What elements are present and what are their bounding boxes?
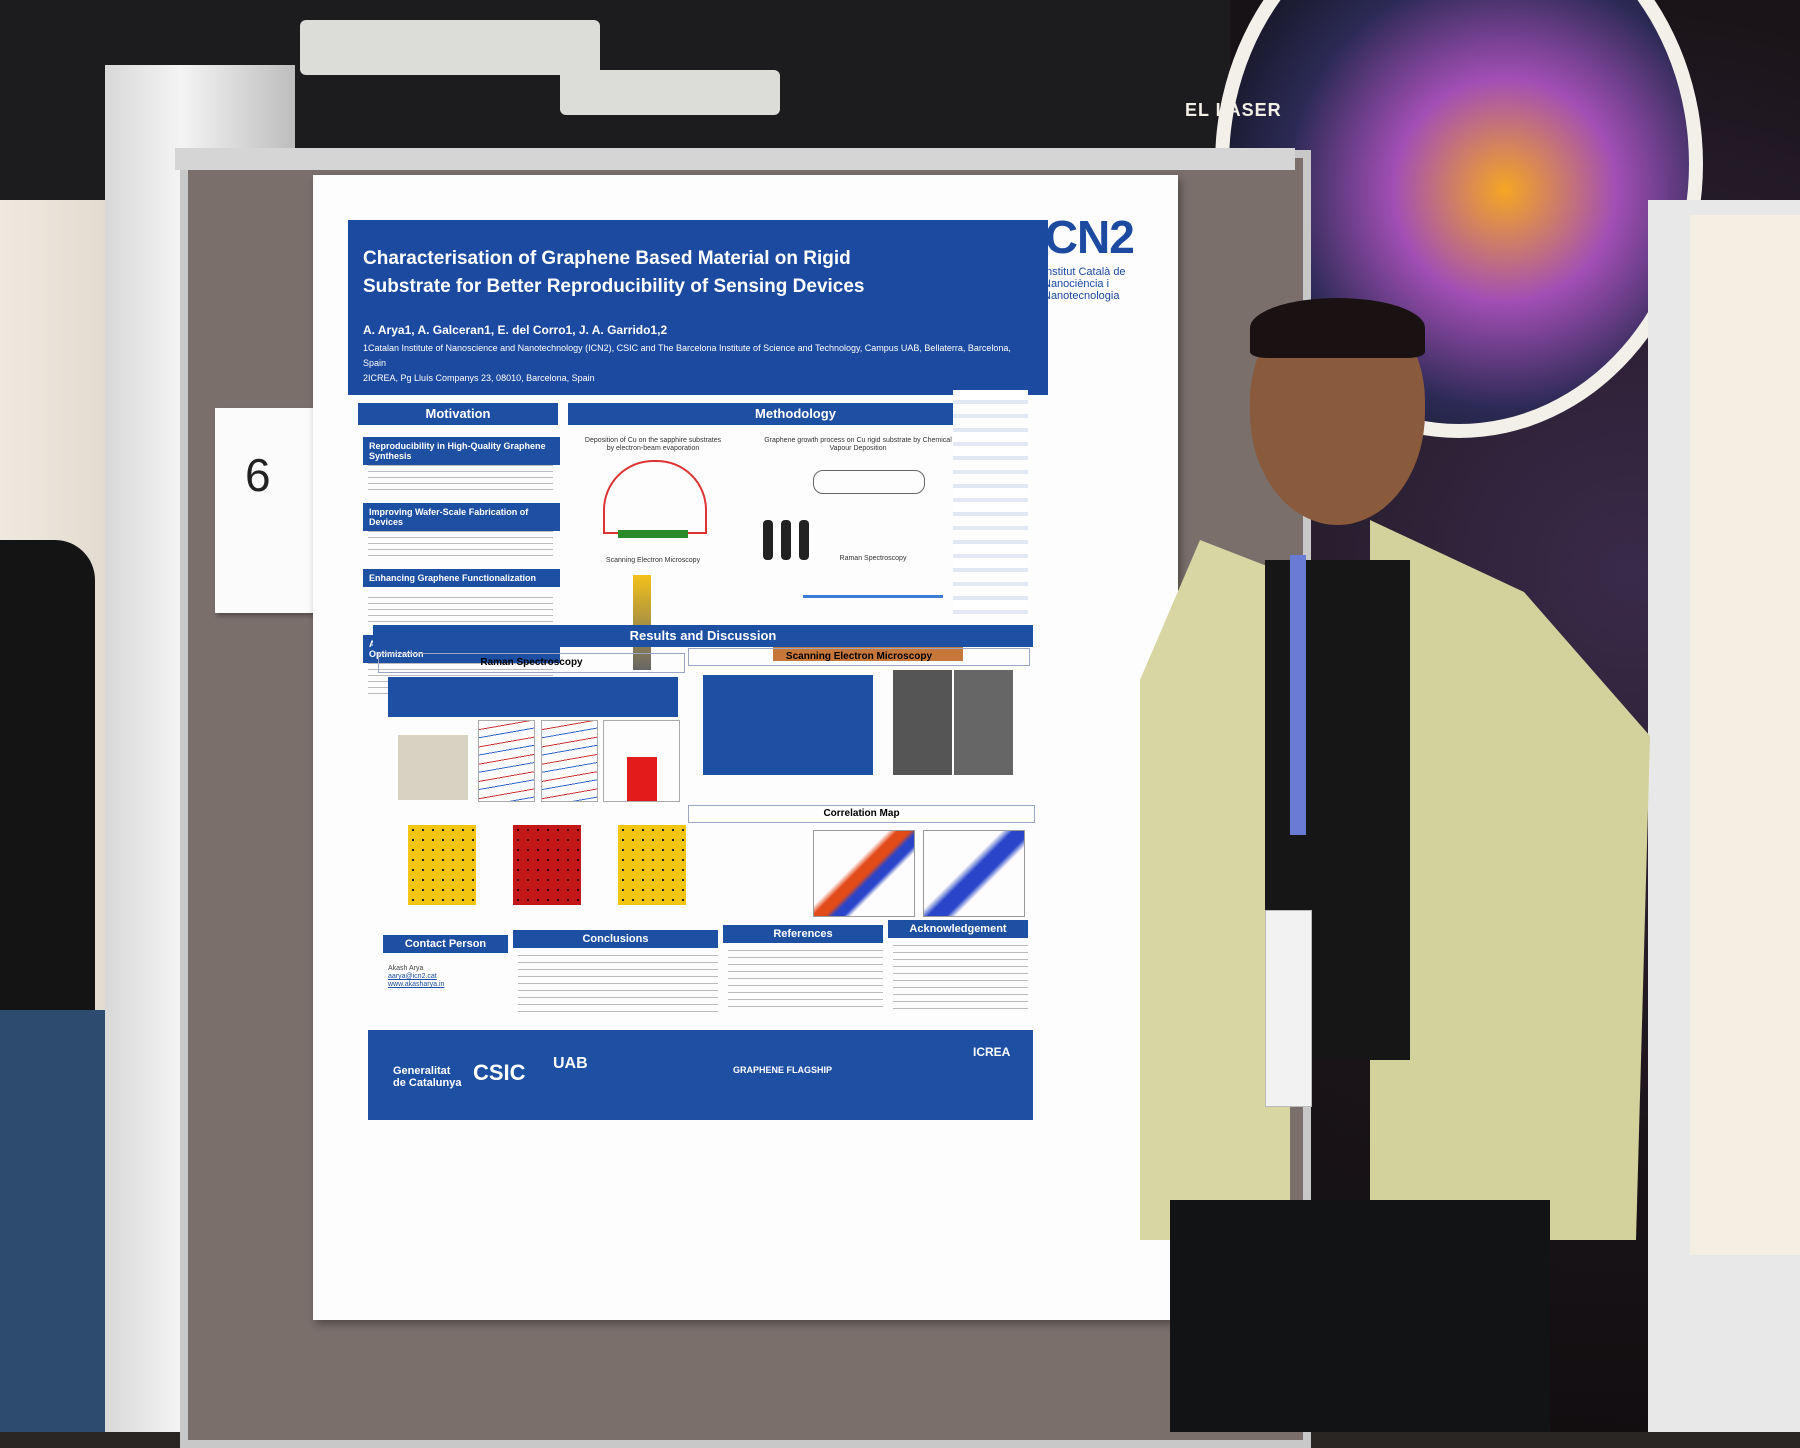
gas-cylinder	[763, 520, 773, 560]
raman-map-ratio	[618, 825, 686, 905]
raman-map-2d-peak	[513, 825, 581, 905]
ceiling-light	[560, 70, 780, 115]
raman-beam-diagram	[803, 595, 943, 598]
section-conclusions: Conclusions	[513, 930, 718, 948]
section-acknowledgement: Acknowledgement	[888, 920, 1028, 938]
motivation-item: Enhancing Graphene Functionalization	[363, 569, 560, 587]
raman-table-diagram	[773, 645, 963, 661]
ceiling-light	[300, 20, 600, 75]
board-number: 6	[245, 449, 271, 501]
poster-affiliations: 1Catalan Institute of Nanoscience and Na…	[363, 341, 1023, 386]
cvd-furnace-diagram	[813, 470, 925, 494]
methodology-growth-label: Graphene growth process on Cu rigid subs…	[764, 437, 952, 452]
bystander-jeans	[0, 1010, 120, 1432]
sem-summary-box	[703, 675, 873, 775]
contact-name: Akash Arya	[388, 965, 424, 972]
section-methodology: Methodology	[568, 403, 1023, 425]
poster-authors: A. Arya1, A. Galceran1, E. del Corro1, J…	[363, 323, 668, 337]
section-contact: Contact Person	[383, 935, 508, 953]
raman-map-g-peak	[408, 825, 476, 905]
acknowledgement-text	[893, 945, 1028, 1010]
conclusions-text	[518, 955, 718, 1015]
methodology-sem-label: Scanning Electron Microscopy	[605, 557, 701, 564]
correlation-heading: Correlation Map	[688, 805, 1035, 823]
contact-details: Akash Arya aarya@icn2.cat www.akasharya.…	[388, 965, 508, 989]
correlation-plot	[923, 830, 1025, 917]
presenter-badge	[1265, 910, 1312, 1107]
section-motivation: Motivation	[358, 403, 558, 425]
poster: Characterisation of Graphene Based Mater…	[313, 175, 1178, 1320]
contact-web: www.akasharya.in	[388, 981, 445, 988]
histogram-plot	[603, 720, 680, 802]
poster-footer	[368, 1030, 1033, 1120]
motivation-text	[368, 531, 553, 561]
motivation-item: Improving Wafer-Scale Fabrication of Dev…	[363, 503, 560, 531]
methodology-raman-label: Raman Spectroscopy	[839, 555, 907, 562]
poster-header	[348, 220, 1048, 395]
banner-title: EL LÀSER	[1185, 100, 1282, 120]
raman-heading: Raman Spectroscopy	[378, 653, 685, 673]
references-text	[728, 950, 883, 1010]
footer-generalitat: Generalitat de Catalunya	[393, 1065, 462, 1089]
substrate-diagram	[618, 530, 688, 538]
logo-subtitle: Institut Català de Nanociència i Nanotec…	[1043, 266, 1126, 302]
spectra-plot	[541, 720, 598, 802]
raman-summary-box	[388, 677, 678, 717]
footer-flagship: GRAPHENE FLAGSHIP	[733, 1065, 833, 1075]
section-references: References	[723, 925, 883, 943]
gas-cylinder	[781, 520, 791, 560]
presenter-lanyard	[1290, 555, 1306, 835]
presenter-hair	[1250, 298, 1425, 358]
board-number-card: 6	[215, 408, 318, 613]
adjacent-poster	[1690, 215, 1800, 1255]
footer-uab: UAB	[553, 1055, 588, 1072]
icn2-logo: ICN2 Institut Català de Nanociència i Na…	[933, 210, 1153, 302]
motivation-item: Reproducibility in High-Quality Graphene…	[363, 437, 560, 465]
footer-csic: CSIC	[473, 1060, 526, 1085]
motivation-text	[368, 465, 553, 495]
contact-email: aarya@icn2.cat	[388, 973, 437, 980]
footer-icrea: ICREA	[973, 1045, 1011, 1059]
presenter-trousers	[1170, 1200, 1550, 1432]
board-top-rail	[175, 148, 1295, 170]
correlation-plot	[813, 830, 915, 917]
bystander	[0, 540, 95, 1020]
poster-title: Characterisation of Graphene Based Mater…	[363, 248, 865, 297]
optical-image	[398, 735, 468, 800]
sem-micrographs	[893, 670, 1013, 775]
evaporation-chamber-diagram	[603, 460, 707, 534]
spectra-plot	[478, 720, 535, 802]
affiliation-1: 1Catalan Institute of Nanoscience and Na…	[363, 343, 1011, 368]
motivation-text	[368, 597, 553, 627]
section-results: Results and Discussion	[373, 625, 1033, 647]
sem-heading: Scanning Electron Microscopy	[688, 648, 1030, 666]
gas-cylinder	[799, 520, 809, 560]
logo-name: ICN2	[1033, 211, 1135, 263]
methodology-deposition-label: Deposition of Cu on the sapphire substra…	[584, 437, 722, 452]
methodology-flowchart	[953, 390, 1028, 615]
affiliation-2: 2ICREA, Pg Lluís Companys 23, 08010, Bar…	[363, 373, 595, 383]
